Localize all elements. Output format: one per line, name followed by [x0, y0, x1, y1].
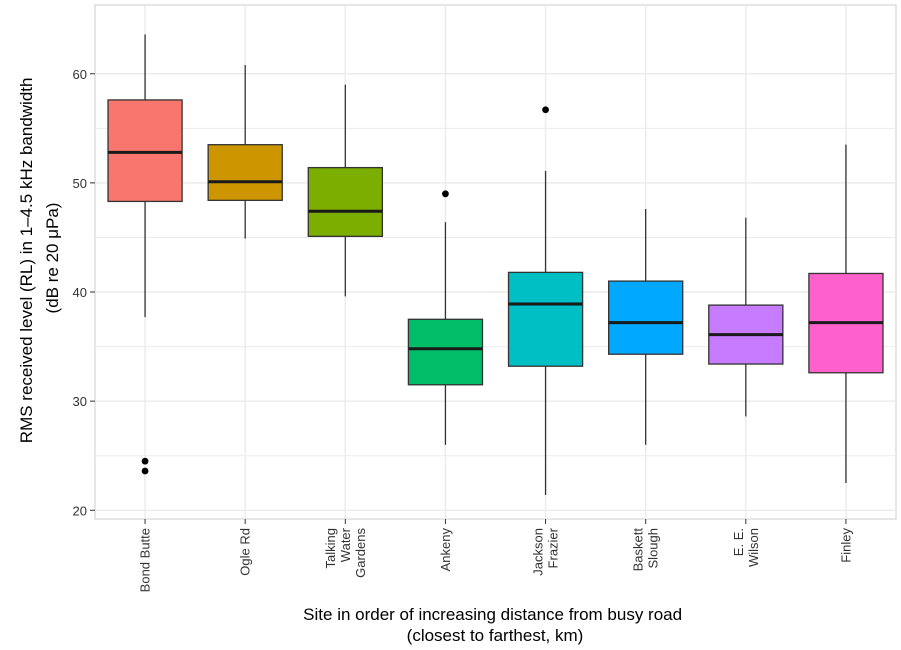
x-axis: Bond Butte Ogle Rd TalkingWaterGardens Anke…	[138, 519, 853, 592]
x-tick-label-line: Wilson	[746, 528, 761, 567]
boxplot-group	[708, 217, 784, 417]
y-axis: 20 30 40 50 60	[73, 67, 95, 518]
y-axis-title-line-2: (dB re 20 μPa)	[43, 203, 62, 314]
x-tick-label: Ogle Rd	[238, 528, 253, 576]
outlier-point	[141, 457, 149, 465]
x-tick-label-line: Ogle Rd	[238, 528, 253, 576]
x-tick-label: Bond Butte	[138, 528, 153, 592]
x-tick-label-line: Talking	[323, 528, 338, 568]
box	[107, 99, 183, 203]
x-tick-label: Finley	[838, 528, 853, 563]
boxplot-group	[207, 65, 283, 239]
x-tick-label-line: Slough	[646, 528, 661, 568]
x-tick-label-line: Jackson	[531, 528, 546, 576]
x-tick-label-line: E. E.	[731, 528, 746, 556]
x-axis-title-line-1: Site in order of increasing distance fro…	[303, 605, 682, 624]
x-tick-label: BaskettSlough	[631, 528, 661, 572]
x-tick-label-line: Frazier	[546, 527, 561, 568]
box	[307, 166, 384, 238]
outlier-point	[542, 106, 549, 114]
x-tick-label: E. E.Wilson	[731, 528, 761, 567]
y-tick-label: 60	[73, 67, 87, 82]
y-axis-title-line-1: RMS received level (RL) in 1–4.5 kHz ban…	[17, 78, 36, 444]
x-tick-label: JacksonFrazier	[531, 527, 561, 575]
boxplot-group	[107, 34, 183, 475]
box	[607, 280, 684, 355]
x-axis-title: Site in order of increasing distance fro…	[303, 605, 687, 645]
y-tick-label: 20	[73, 503, 87, 518]
boxplot-group	[307, 84, 384, 297]
x-tick-label-line: Gardens	[353, 528, 368, 578]
outlier-point	[141, 467, 149, 475]
y-tick-label: 30	[73, 394, 87, 409]
box	[507, 271, 584, 367]
plot-panel	[94, 4, 897, 520]
boxes	[107, 34, 884, 495]
y-axis-title: RMS received level (RL) in 1–4.5 kHz ban…	[17, 73, 62, 443]
x-tick-label-line: Finley	[838, 528, 853, 563]
x-tick-label: Ankeny	[438, 528, 453, 572]
boxplot-group	[607, 209, 684, 445]
x-tick-label-line: Bond Butte	[138, 528, 153, 592]
x-tick-label-line: Baskett	[631, 528, 646, 572]
boxplot-group	[407, 190, 484, 445]
boxplot-group	[507, 106, 584, 495]
box	[207, 144, 283, 201]
x-tick-label: TalkingWaterGardens	[323, 527, 368, 578]
box	[407, 318, 484, 386]
outlier-point	[442, 190, 449, 198]
y-tick-label: 40	[73, 285, 87, 300]
x-tick-label-line: Water	[338, 527, 353, 562]
x-tick-label-line: Ankeny	[438, 528, 453, 572]
x-axis-title-line-2: (closest to farthest, km)	[407, 626, 584, 645]
boxplot-group	[808, 144, 884, 483]
y-tick-label: 50	[73, 176, 87, 191]
